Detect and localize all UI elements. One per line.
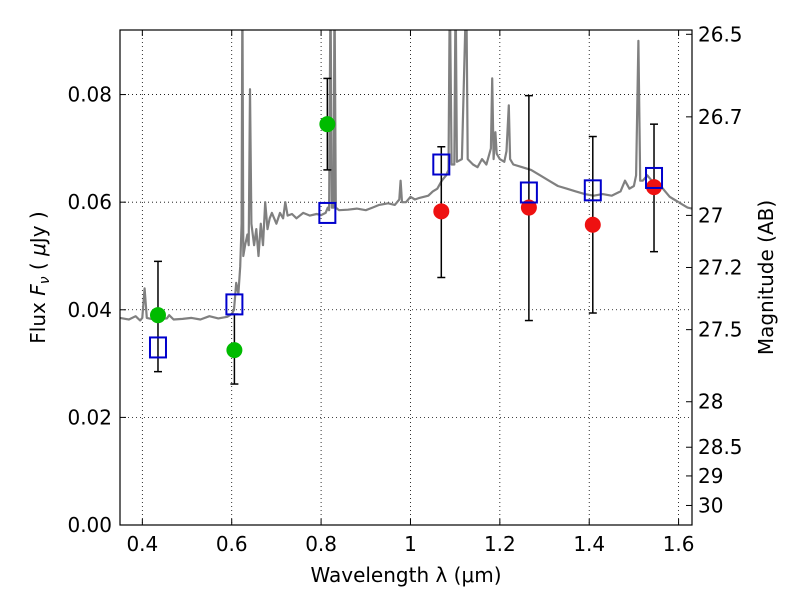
grid-lines: [120, 30, 692, 526]
model-square-marker: [432, 153, 451, 176]
green-point-marker: [149, 307, 166, 324]
y-axis-label-part: Jy ): [26, 211, 50, 245]
y-tick-label: 0.04: [67, 298, 112, 322]
y-tick-label: 0.00: [67, 513, 112, 537]
y2-tick-label: 26.7: [698, 105, 743, 129]
y2-tick-label: 30: [698, 493, 723, 517]
green-point-marker: [319, 116, 336, 133]
spectrum-line: [120, 30, 692, 322]
y2-tick-label: 27: [698, 203, 723, 227]
x-tick-label: 0.4: [126, 532, 158, 556]
x-tick-label: 1.6: [663, 532, 695, 556]
red-point-marker: [584, 216, 601, 233]
y2-tick-label: 27.2: [698, 255, 743, 279]
y-axis-label-part: ν: [37, 276, 53, 284]
y2-tick-label: 28.5: [698, 435, 743, 459]
y-axis-label-part: Flux: [26, 296, 50, 344]
plot-frame: [119, 29, 693, 526]
data-points: [148, 77, 664, 385]
green-point-marker: [226, 342, 243, 359]
y-axis-label-part: (: [26, 256, 50, 277]
x-tick-label: 0.8: [305, 532, 337, 556]
model-square-marker: [519, 181, 538, 204]
x-tick-label: 0.6: [216, 532, 248, 556]
model-square-marker: [645, 166, 664, 189]
right-axis-label: Magnitude (AB): [754, 200, 778, 355]
y-tick-label: 0.06: [67, 190, 112, 214]
y2-tick-label: 27.5: [698, 318, 743, 342]
spectrum-series: [120, 30, 692, 322]
y2-tick-label: 26.5: [698, 22, 743, 46]
model-square-marker: [318, 201, 337, 224]
x-tick-label: 1: [404, 532, 417, 556]
y2-tick-label: 28: [698, 390, 723, 414]
y-tick-label: 0.08: [67, 83, 112, 107]
axis-ticks: 0.4 0.6 0.8 1 1.2 1.4 1.6 0.00 0.02 0.04 0.06 0.08 2…: [67, 22, 742, 556]
y2-tick-label: 29: [698, 464, 723, 488]
y-axis-label: Flux Fν ( μJy ): [26, 211, 53, 343]
red-point-marker: [520, 199, 537, 216]
red-point-marker: [433, 203, 450, 220]
model-square-marker: [583, 179, 602, 202]
y-axis-label-part: F: [26, 284, 50, 296]
model-square-marker: [225, 293, 244, 316]
model-square-marker: [148, 336, 167, 359]
y-axis-label-part: μ: [26, 243, 50, 257]
y-tick-label: 0.02: [67, 405, 112, 429]
x-tick-label: 1.4: [573, 532, 605, 556]
x-tick-label: 1.2: [484, 532, 516, 556]
x-axis-label: Wavelength λ (μm): [310, 563, 501, 587]
